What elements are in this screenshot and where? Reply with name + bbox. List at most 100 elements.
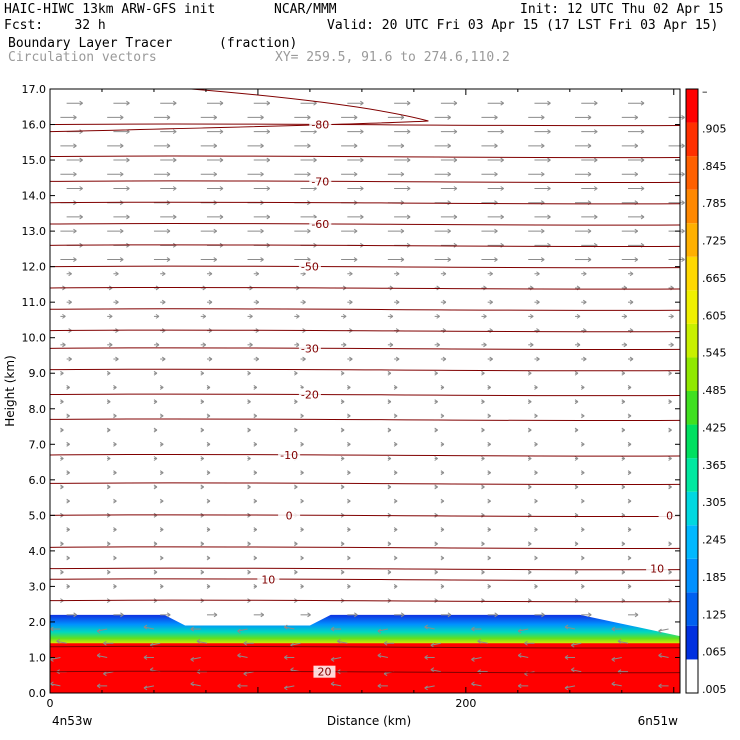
circulation-vector — [159, 583, 164, 589]
circulation-vector — [564, 655, 575, 660]
circulation-vector — [393, 498, 398, 504]
circulation-vector — [340, 569, 345, 575]
circulation-vector — [294, 115, 311, 120]
colorbar-label: .005 — [702, 683, 727, 696]
circulation-vector — [107, 228, 124, 234]
circulation-vector — [527, 399, 532, 405]
colorbar-label: .305 — [702, 496, 727, 509]
circulation-vector — [581, 612, 592, 618]
circulation-vector — [200, 456, 205, 461]
circulation-vector — [247, 228, 264, 234]
circulation-vector — [113, 385, 117, 390]
circulation-vector — [621, 484, 626, 490]
circulation-vector — [206, 413, 211, 419]
circulation-vector — [300, 470, 304, 476]
colorbar-segment — [686, 89, 698, 123]
circulation-vector — [440, 186, 458, 191]
colorbar-label: .905 — [702, 122, 727, 135]
circulation-vector — [387, 115, 405, 120]
circulation-vector — [575, 115, 592, 120]
circulation-vector — [206, 271, 213, 277]
contour-label: 0 — [666, 509, 673, 522]
circulation-vector — [481, 115, 498, 120]
circulation-vector — [66, 271, 72, 277]
circulation-vector — [300, 498, 304, 504]
circulation-vector — [471, 656, 482, 662]
y-tick-label: 17.0 — [22, 83, 47, 96]
circulation-vector — [337, 638, 348, 644]
circulation-vector — [481, 427, 485, 433]
circulation-vector — [247, 143, 264, 149]
colorbar-label: .365 — [702, 459, 727, 472]
circulation-vector — [570, 667, 582, 673]
circulation-vector — [107, 171, 124, 177]
circulation-vector — [56, 638, 67, 644]
circulation-vector — [481, 228, 498, 234]
circulation-vector — [113, 612, 124, 618]
circulation-vector — [143, 655, 154, 660]
circulation-vector — [481, 569, 485, 575]
circulation-vector — [60, 484, 64, 490]
circulation-vector — [487, 186, 504, 191]
circulation-vector — [341, 171, 358, 177]
tracer-core — [50, 643, 680, 693]
circulation-vector — [528, 171, 545, 177]
circulation-vector — [60, 569, 64, 575]
contour-label: -60 — [311, 218, 329, 231]
circulation-vector — [481, 313, 487, 319]
circulation-vector — [153, 370, 158, 376]
circulation-vector — [621, 257, 639, 262]
circulation-vector — [440, 328, 447, 334]
circulation-vector — [60, 427, 64, 433]
circulation-vector — [160, 612, 171, 618]
y-axis-label: Height (km) — [3, 355, 17, 426]
circulation-vector — [106, 456, 111, 461]
colorbar-label: .125 — [702, 608, 727, 621]
contour-label: -50 — [301, 261, 319, 274]
circulation-vector — [517, 653, 529, 658]
circulation-vector — [628, 157, 645, 163]
circulation-vector — [106, 427, 111, 433]
circulation-vector — [434, 171, 451, 177]
circulation-vector — [574, 456, 579, 461]
circulation-vector — [294, 143, 311, 149]
circulation-vector — [574, 484, 579, 490]
circulation-vector — [627, 583, 632, 589]
circulation-vector — [581, 129, 598, 135]
center-name: NCAR/MMM — [274, 2, 337, 17]
circulation-vector — [340, 484, 345, 490]
circulation-vector — [66, 100, 83, 106]
temperature-contour — [49, 645, 681, 649]
colorbar-frame — [685, 88, 699, 694]
circulation-vector — [471, 681, 482, 687]
circulation-vector — [581, 157, 598, 163]
circulation-vector — [440, 498, 445, 504]
circulation-vector — [159, 555, 164, 561]
circulation-vector — [534, 498, 538, 504]
circulation-vector — [300, 527, 304, 532]
circulation-vector — [575, 257, 592, 262]
circulation-vector — [621, 171, 639, 177]
circulation-vector — [394, 612, 405, 618]
circulation-vector — [160, 214, 177, 220]
circulation-vector — [575, 342, 581, 348]
circulation-vector — [200, 313, 207, 319]
circulation-vector — [60, 342, 66, 348]
y-tick-label: 15.0 — [22, 154, 47, 167]
circulation-vector — [247, 427, 251, 433]
circulation-vector — [621, 399, 626, 405]
circulation-vector — [347, 527, 351, 532]
circulation-vector — [113, 470, 117, 476]
circulation-vector — [487, 242, 504, 248]
circulation-vector — [440, 242, 458, 248]
circulation-vector — [340, 399, 345, 405]
temperature-contour — [49, 180, 681, 184]
circulation-vector — [206, 583, 211, 589]
colorbar-segment — [686, 189, 698, 224]
circulation-vector — [481, 342, 487, 348]
circulation-vector — [153, 399, 158, 405]
y-tick-label: 6.0 — [29, 474, 47, 487]
circulation-vector — [564, 685, 576, 691]
valid-time: Valid: 20 UTC Fri 03 Apr 15 (17 LST Fri … — [327, 18, 719, 33]
